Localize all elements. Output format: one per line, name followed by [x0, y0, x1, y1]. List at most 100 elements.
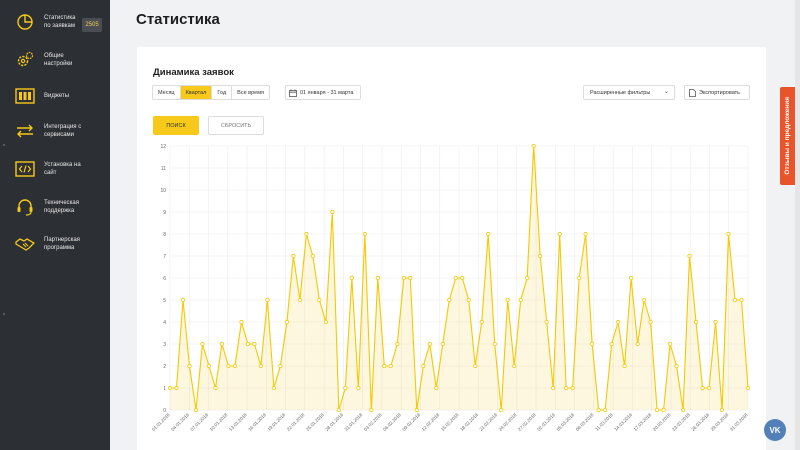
data-point — [570, 385, 575, 391]
x-tick-label: 14.03.2018 — [613, 412, 633, 432]
sidebar-item-widgets[interactable]: Виджеты — [0, 77, 110, 115]
data-point — [310, 253, 315, 259]
data-point — [245, 341, 251, 347]
date-range-picker[interactable]: 01 января - 31 марта — [285, 85, 361, 100]
data-point — [375, 275, 380, 281]
x-tick-label: 28.01.2018 — [324, 412, 344, 432]
data-point — [388, 363, 393, 369]
data-point — [232, 363, 238, 369]
data-point — [473, 363, 478, 369]
x-tick-label: 12.02.2018 — [421, 412, 441, 432]
requests-count-badge: 2505 — [82, 18, 102, 32]
data-point — [284, 319, 289, 325]
data-point — [603, 407, 608, 413]
tab-all-time[interactable]: Все время — [237, 89, 264, 96]
x-tick-label: 09.02.2018 — [401, 412, 421, 432]
data-point — [667, 341, 673, 347]
sidebar-item-partners[interactable]: Партнерская программа — [0, 225, 110, 263]
card-title: Динамика заявок — [153, 67, 234, 78]
data-point — [200, 341, 205, 347]
data-point — [583, 231, 588, 237]
sidebar-item-label: Техническая поддержка — [44, 200, 80, 214]
page-title: Статистика — [136, 11, 220, 28]
y-tick-label: 0 — [163, 408, 166, 414]
sidebar-item-settings[interactable]: Общие настройки — [0, 41, 110, 79]
data-point — [323, 319, 328, 325]
feedback-tab[interactable]: Отзывы и предложения — [780, 87, 795, 185]
x-tick-label: 20.03.2018 — [652, 412, 672, 432]
data-point — [687, 253, 692, 259]
data-point — [739, 297, 744, 303]
period-tabs: Месяц Квартал Год Все время — [152, 85, 270, 100]
data-point — [453, 275, 458, 281]
data-point — [635, 341, 640, 347]
data-point — [518, 297, 523, 303]
y-tick-label: 5 — [163, 298, 166, 304]
data-point — [258, 363, 264, 369]
arrows-exchange-icon — [14, 120, 36, 142]
tab-month[interactable]: Месяц — [153, 86, 181, 99]
x-tick-label: 19.01.2018 — [267, 412, 287, 432]
data-point — [362, 231, 367, 237]
search-button[interactable]: ПОИСК — [153, 116, 199, 135]
x-tick-label: 07.01.2018 — [189, 412, 209, 432]
export-label: Экспортировать — [699, 89, 741, 96]
y-tick-label: 9 — [163, 210, 166, 216]
x-tick-label: 11.03.2018 — [594, 412, 614, 432]
data-point — [408, 275, 413, 281]
data-point — [661, 407, 666, 413]
advanced-filters-select[interactable]: Расширенные фильтры ⌄ — [583, 85, 675, 100]
y-tick-label: 3 — [163, 342, 166, 348]
code-icon — [14, 158, 36, 180]
data-point — [421, 363, 426, 369]
x-tick-label: 01.01.2018 — [151, 412, 171, 432]
reset-button[interactable]: СБРОСИТЬ — [208, 116, 264, 135]
data-point — [641, 297, 647, 303]
data-point — [551, 385, 556, 391]
x-tick-label: 04.01.2018 — [170, 412, 190, 432]
sidebar-item-statistics[interactable]: Статистика по заявкам 2505 — [0, 3, 110, 41]
x-tick-label: 24.02.2018 — [498, 412, 518, 432]
sidebar-item-support[interactable]: Техническая поддержка — [0, 188, 110, 226]
data-point — [401, 275, 406, 281]
data-point — [330, 209, 335, 215]
y-tick-label: 11 — [161, 166, 166, 172]
x-tick-label: 31.01.2018 — [344, 412, 364, 432]
data-point — [557, 231, 562, 237]
data-point — [531, 143, 536, 149]
sidebar-item-integrations[interactable]: Интеграция с сервисами — [0, 112, 110, 150]
x-tick-label: 08.03.2018 — [575, 412, 595, 432]
stats-card: Динамика заявок Месяц Квартал Год Все вр… — [137, 47, 766, 450]
y-tick-label: 12 — [160, 144, 166, 150]
data-point — [719, 407, 725, 413]
y-tick-label: 10 — [160, 188, 166, 194]
data-point — [680, 407, 686, 413]
vk-button[interactable]: VK — [764, 419, 786, 441]
sidebar-item-label: Виджеты — [44, 93, 70, 99]
chevron-down-icon: ⌄ — [663, 89, 669, 95]
data-point — [343, 385, 348, 391]
data-point — [252, 341, 257, 347]
tab-quarter[interactable]: Квартал — [180, 86, 213, 99]
data-point — [525, 275, 530, 281]
data-point — [726, 231, 731, 237]
data-point — [239, 319, 244, 325]
y-tick-label: 7 — [163, 254, 166, 260]
export-button[interactable]: Экспортировать — [684, 85, 750, 100]
data-point — [193, 407, 199, 413]
sidebar-edge-dot — [3, 313, 5, 315]
data-point — [440, 341, 445, 347]
data-point — [544, 319, 549, 325]
x-tick-label: 10.01.2018 — [209, 412, 229, 432]
calendar-icon — [286, 89, 300, 97]
x-tick-label: 18.02.2018 — [459, 412, 479, 432]
data-point — [492, 341, 497, 347]
sidebar-item-install[interactable]: Установка на сайт — [0, 150, 110, 188]
data-point — [213, 385, 218, 391]
sidebar: Статистика по заявкам 2505 Общие настрой… — [0, 0, 110, 450]
sidebar-item-label: Интеграция с сервисами — [44, 124, 82, 138]
scrollbar[interactable] — [795, 0, 800, 450]
y-tick-label: 6 — [163, 276, 166, 282]
data-point — [609, 341, 614, 347]
tab-year[interactable]: Год — [212, 86, 233, 99]
